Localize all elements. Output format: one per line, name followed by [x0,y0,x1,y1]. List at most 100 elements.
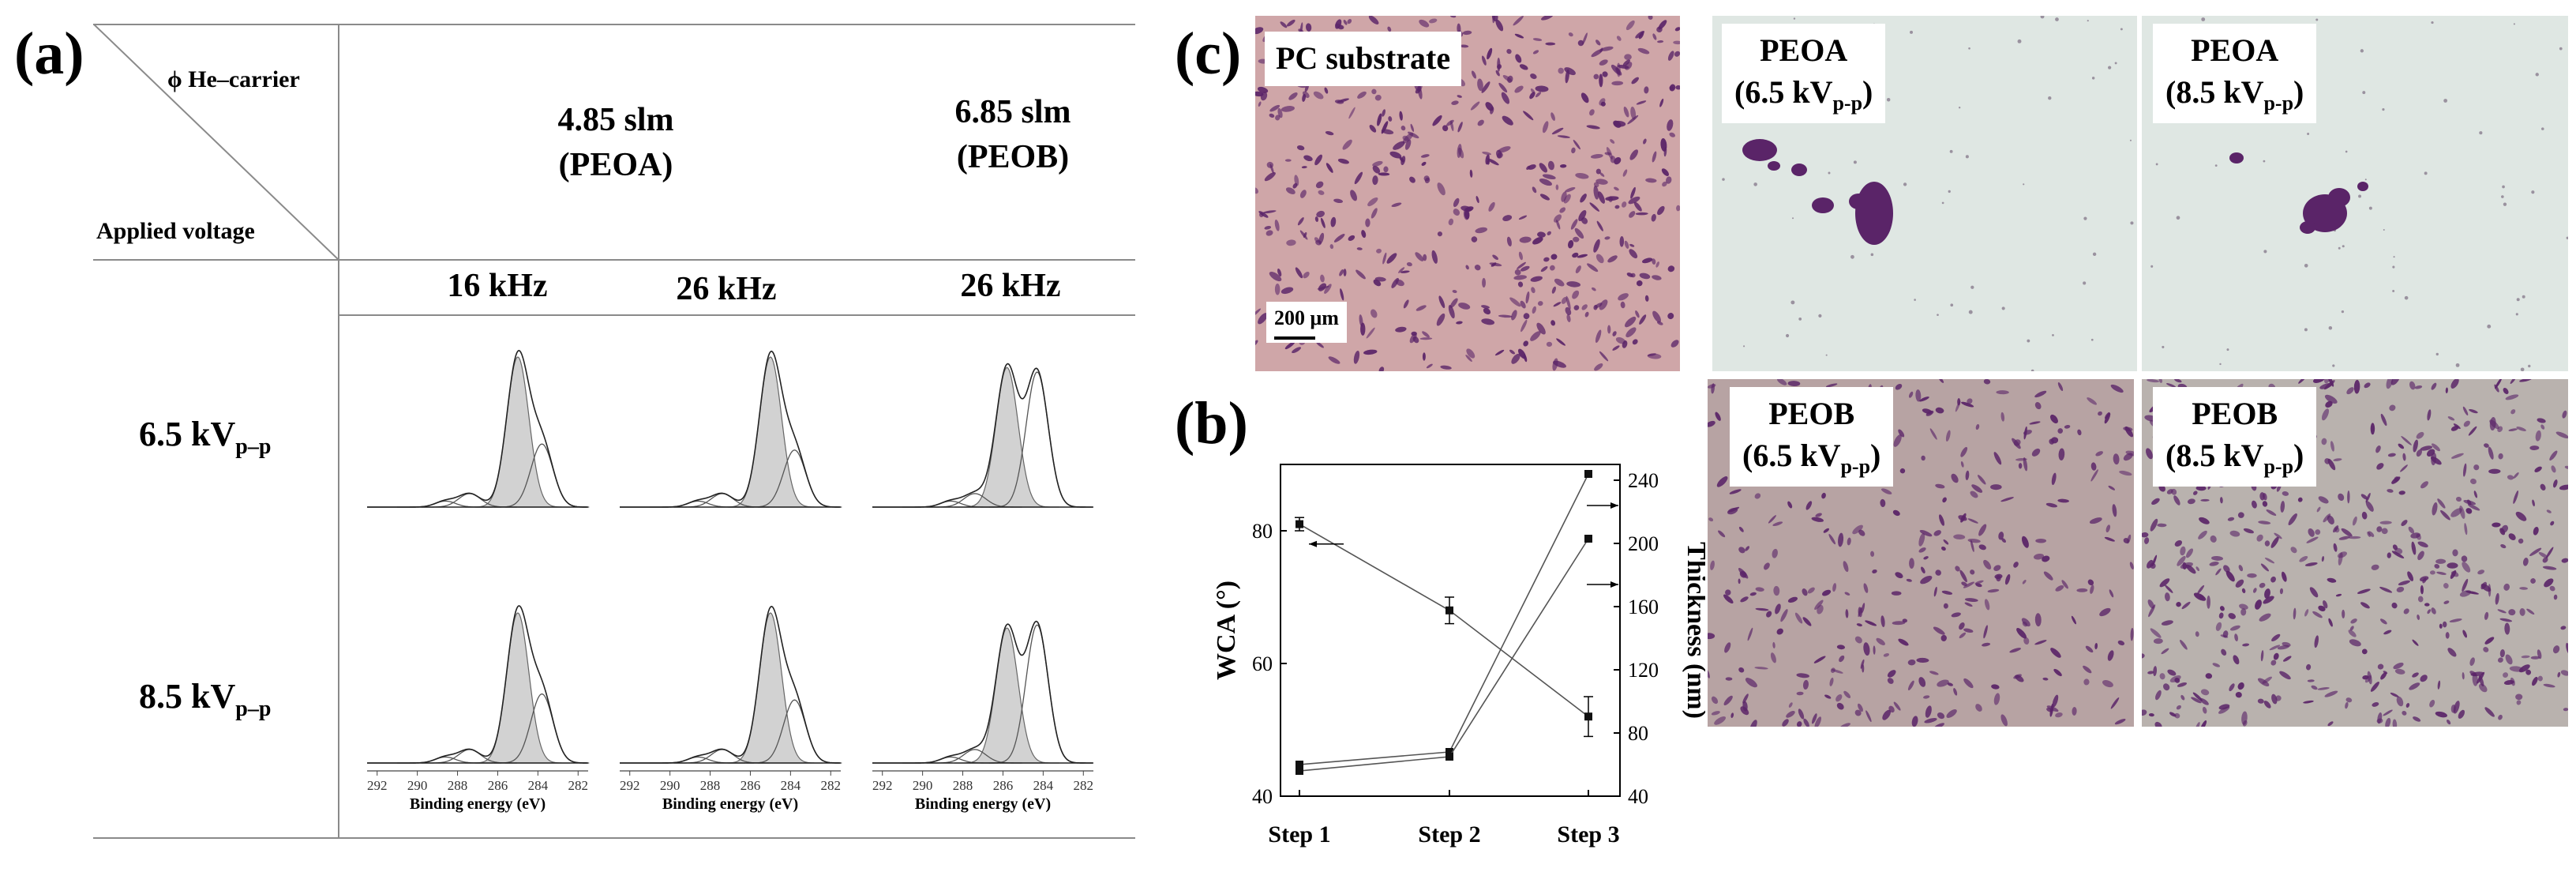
stained-cell [2405,703,2410,708]
stained-cell [2413,439,2418,453]
stained-cell [1288,92,1298,100]
stained-cell [2507,475,2514,480]
stained-cell [1892,621,1906,626]
debris-dot [2443,99,2448,103]
stained-cell [1535,92,1542,98]
stained-cell [1823,528,1830,533]
stained-cell [2293,607,2297,620]
stained-cell [1464,210,1470,220]
stained-cell [1918,677,1926,687]
stained-cell [1725,589,1731,596]
stained-cell [2350,618,2357,624]
stained-cell [1257,86,1269,93]
stained-cell [1550,112,1555,121]
xps-tick-label: 286 [993,778,1014,793]
stained-cell [1448,305,1455,319]
stained-cell [2207,596,2210,609]
stained-cell [1296,145,1305,151]
stained-cell [1993,452,2002,465]
stained-cell [2462,463,2467,477]
stained-cell [1639,314,1647,325]
stained-cell [1518,251,1523,261]
stained-cell [2176,705,2181,710]
stained-cell [1363,349,1378,355]
label-peob-8p5-line2: (8.5 kVp-p) [2165,435,2304,480]
stained-cell [2519,587,2529,590]
stained-cell [2409,682,2420,690]
table-top-rule [93,24,1135,25]
stained-cell [1574,227,1584,239]
stained-cell [2090,462,2097,471]
stained-cell [2210,535,2217,543]
stained-cell [1372,160,1383,167]
stained-cell [1551,127,1564,135]
scale-bar-line [1274,336,1315,340]
stained-cell [1501,92,1510,104]
micrograph-peoa-8p5: PEOA (8.5 kVp-p) [2142,16,2568,371]
stained-cell [2519,379,2533,382]
stained-cell [1599,172,1605,177]
stained-cell [2150,562,2156,569]
stained-cell [1724,642,1731,653]
stained-cell [1400,270,1410,273]
stained-cell [2409,381,2416,390]
label-peob-8p5-sub: p-p [2263,454,2294,478]
stained-cell [1772,521,1783,527]
scale-bar-text: 200 μm [1274,306,1339,329]
stained-cell [1318,190,1325,195]
stained-cell [1710,560,1715,570]
debris-dot [2201,17,2206,21]
stained-cell [2424,603,2430,607]
stained-cell [2398,490,2405,495]
debris-dot [1968,310,1973,314]
stained-cell [1813,656,1826,663]
stained-cell [2161,648,2169,655]
table-col-rule [338,24,339,838]
stained-cell [1975,583,1982,588]
stained-cell [1458,303,1471,310]
stained-cell [1355,269,1366,280]
stained-cell [2233,655,2240,665]
stained-cell [2258,521,2271,524]
stained-cell [2191,697,2202,704]
stained-cell [1773,585,1780,596]
stained-cell [2552,479,2558,488]
stained-cell [1854,709,1862,716]
xps-tick-label: 290 [407,778,428,793]
stained-cell [2510,677,2515,686]
cell-clump [1791,164,1807,176]
stained-cell [1258,211,1269,218]
stained-cell [1509,349,1516,355]
stained-cell [1320,274,1325,283]
stained-cell [1921,455,1925,461]
debris-dot [2424,171,2428,175]
stained-cell [1847,537,1851,546]
stained-cell [2483,647,2489,652]
stained-cell [1532,38,1543,41]
xps-tick-label: 292 [367,778,388,793]
stained-cell [1971,484,1983,493]
stained-cell [2327,379,2334,387]
stained-cell [2360,494,2368,500]
stained-cell [2324,690,2338,697]
stained-cell [2187,498,2195,505]
stained-cell [1523,340,1529,347]
stained-cell [2130,627,2134,641]
micrograph-pc-substrate: PC substrate 200 μm [1255,16,1680,371]
stained-cell [1796,691,1804,696]
stained-cell [1899,468,1906,474]
stained-cell [1581,304,1588,310]
debris-dot [1818,314,1822,318]
stained-cell [2321,556,2325,562]
stained-cell [1858,607,1862,618]
stained-cell [1933,586,1937,597]
stained-cell [2262,501,2268,507]
stained-cell [2227,517,2235,521]
debris-dot [1958,107,1961,109]
debris-dot [2150,265,2154,268]
stained-cell [2509,666,2524,672]
stained-cell [1457,95,1462,98]
stained-cell [2499,648,2505,658]
stained-cell [1514,85,1524,93]
xps-spectrum [620,350,842,508]
